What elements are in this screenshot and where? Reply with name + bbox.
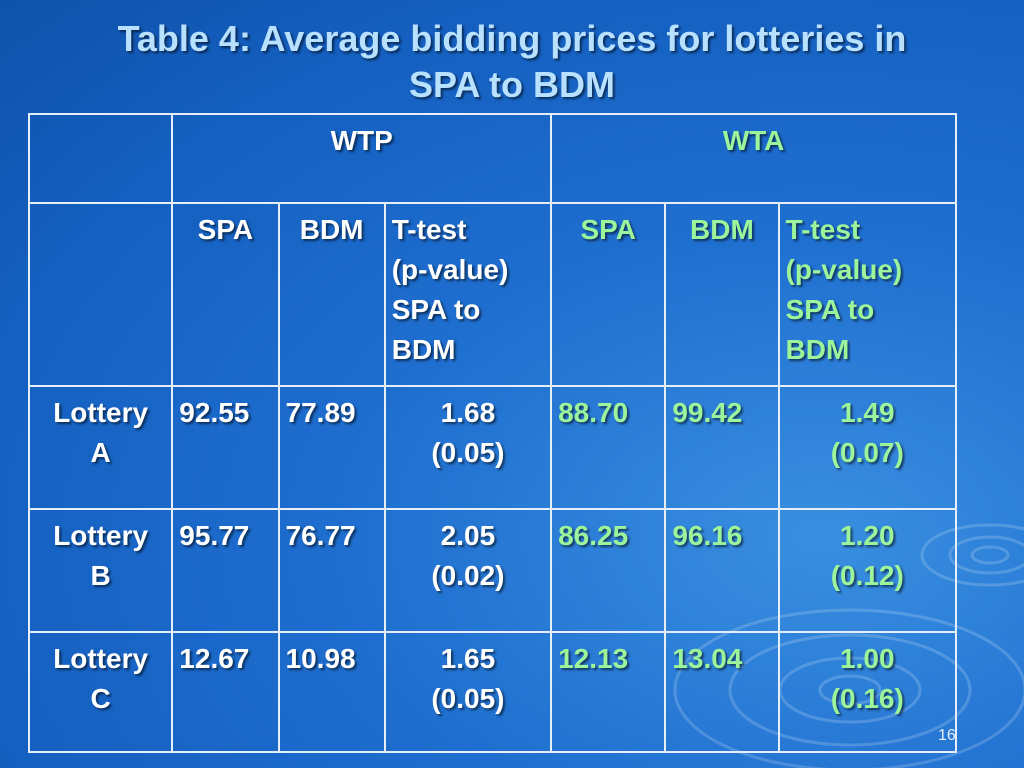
ttest-header-line-4: BDM bbox=[785, 334, 850, 365]
slide-title: Table 4: Average bidding prices for lott… bbox=[30, 16, 994, 108]
empty-corner-cell bbox=[27, 113, 174, 204]
wta-bdm-value: 99.42 bbox=[664, 385, 780, 510]
t-statistic: 2.05 bbox=[440, 520, 496, 551]
wtp-ttest-value: 1.65 (0.05) bbox=[383, 631, 553, 753]
p-value: (0.02) bbox=[431, 560, 505, 591]
row-label: Lottery C bbox=[27, 631, 174, 753]
ttest-header-line-3: SPA to bbox=[785, 294, 875, 325]
wta-bdm-value: 96.16 bbox=[664, 508, 780, 633]
p-value: (0.07) bbox=[830, 437, 904, 468]
row-label: Lottery B bbox=[27, 508, 174, 633]
p-value: (0.05) bbox=[431, 683, 505, 714]
wta-ttest-value: 1.00 (0.16) bbox=[777, 631, 958, 753]
ttest-header-line-2: (p-value) bbox=[785, 254, 903, 285]
table-row-lottery-a: Lottery A 92.55 77.89 1.68 (0.05) 88.70 … bbox=[27, 385, 958, 510]
wta-spa-value: 88.70 bbox=[550, 385, 667, 510]
row-label-line-1: Lottery bbox=[53, 520, 149, 551]
p-value: (0.05) bbox=[431, 437, 505, 468]
row-label-line-2: B bbox=[90, 560, 111, 591]
p-value: (0.12) bbox=[830, 560, 904, 591]
row-label-line-1: Lottery bbox=[53, 397, 149, 428]
p-value: (0.16) bbox=[830, 683, 904, 714]
bidding-prices-table: WTP WTA SPA BDM T-test (p-value) SPA to … bbox=[27, 113, 958, 753]
wta-ttest-value: 1.20 (0.12) bbox=[777, 508, 958, 633]
wtp-bdm-header: BDM bbox=[277, 202, 386, 387]
t-statistic: 1.65 bbox=[440, 643, 496, 674]
wtp-bdm-value: 77.89 bbox=[277, 385, 386, 510]
table-row-lottery-c: Lottery C 12.67 10.98 1.65 (0.05) 12.13 … bbox=[27, 631, 958, 753]
ttest-header-line-1: T-test bbox=[391, 214, 467, 245]
wtp-spa-header: SPA bbox=[171, 202, 280, 387]
row-label-line-2: C bbox=[90, 683, 111, 714]
row-label-line-2: A bbox=[90, 437, 111, 468]
wta-spa-value: 86.25 bbox=[550, 508, 667, 633]
table-row-lottery-b: Lottery B 95.77 76.77 2.05 (0.02) 86.25 … bbox=[27, 508, 958, 633]
wtp-spa-value: 95.77 bbox=[171, 508, 280, 633]
wtp-spa-value: 12.67 bbox=[171, 631, 280, 753]
row-label-line-1: Lottery bbox=[53, 643, 149, 674]
row-label: Lottery A bbox=[27, 385, 174, 510]
t-statistic: 1.20 bbox=[840, 520, 895, 551]
empty-label-cell bbox=[27, 202, 174, 387]
ttest-header-line-3: SPA to bbox=[391, 294, 481, 325]
t-statistic: 1.49 bbox=[840, 397, 895, 428]
wta-spa-header: SPA bbox=[550, 202, 667, 387]
wta-bdm-header: BDM bbox=[664, 202, 780, 387]
wta-bdm-value: 13.04 bbox=[664, 631, 780, 753]
t-statistic: 1.00 bbox=[840, 643, 895, 674]
wta-spa-value: 12.13 bbox=[550, 631, 667, 753]
wtp-bdm-value: 10.98 bbox=[277, 631, 386, 753]
wta-ttest-header: T-test (p-value) SPA to BDM bbox=[777, 202, 958, 387]
wta-group-header: WTA bbox=[550, 113, 957, 204]
t-statistic: 1.68 bbox=[440, 397, 496, 428]
wtp-bdm-value: 76.77 bbox=[277, 508, 386, 633]
slide-number: 16 bbox=[938, 727, 956, 744]
wtp-ttest-value: 2.05 (0.02) bbox=[383, 508, 553, 633]
slide-title-line-2: SPA to BDM bbox=[409, 64, 615, 105]
slide-title-line-1: Table 4: Average bidding prices for lott… bbox=[117, 18, 907, 59]
ttest-header-line-2: (p-value) bbox=[391, 254, 509, 285]
sub-header-row: SPA BDM T-test (p-value) SPA to BDM SPA … bbox=[27, 202, 958, 387]
wta-ttest-value: 1.49 (0.07) bbox=[777, 385, 958, 510]
wtp-ttest-value: 1.68 (0.05) bbox=[383, 385, 553, 510]
ttest-header-line-1: T-test bbox=[785, 214, 861, 245]
ttest-header-line-4: BDM bbox=[391, 334, 456, 365]
wtp-ttest-header: T-test (p-value) SPA to BDM bbox=[383, 202, 553, 387]
wtp-group-header: WTP bbox=[171, 113, 553, 204]
wtp-spa-value: 92.55 bbox=[171, 385, 280, 510]
group-header-row: WTP WTA bbox=[27, 113, 957, 204]
